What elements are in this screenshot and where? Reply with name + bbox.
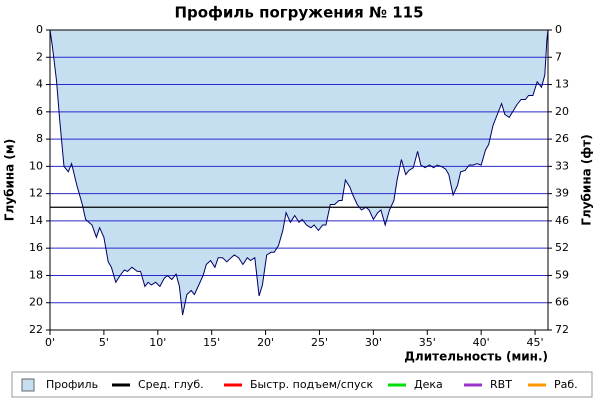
x-tick-label: 15' bbox=[203, 336, 220, 349]
y-tick-label: 6 bbox=[36, 105, 43, 118]
y-tick-label: 14 bbox=[29, 214, 43, 227]
y2-tick-label: 0 bbox=[555, 23, 562, 36]
x-tick-label: 40' bbox=[473, 336, 490, 349]
y-tick-label: 16 bbox=[29, 241, 43, 254]
chart-title: Профиль погружения № 115 bbox=[174, 4, 423, 22]
y2-tick-label: 20 bbox=[555, 105, 569, 118]
y-tick-label: 12 bbox=[29, 187, 43, 200]
y2-tick-label: 52 bbox=[555, 241, 569, 254]
y2-tick-label: 59 bbox=[555, 268, 569, 281]
legend-box bbox=[11, 371, 593, 398]
x-tick-label: 5' bbox=[99, 336, 109, 349]
y-tick-label: 20 bbox=[29, 296, 43, 309]
x-tick-label: 45' bbox=[527, 336, 544, 349]
x-axis-label: Длительность (мин.) bbox=[404, 350, 548, 364]
legend-label: Профиль bbox=[46, 378, 98, 391]
y-tick-label: 10 bbox=[29, 159, 43, 172]
y2-tick-label: 7 bbox=[555, 50, 562, 63]
profile-area bbox=[50, 30, 548, 315]
x-tick-label: 35' bbox=[419, 336, 436, 349]
y2-tick-label: 66 bbox=[555, 296, 569, 309]
y2-tick-label: 13 bbox=[555, 78, 569, 91]
y-tick-label: 0 bbox=[36, 23, 43, 36]
legend-label: RBT bbox=[490, 378, 512, 391]
y-axis-label: Глубина (м) bbox=[3, 139, 17, 221]
legend-swatch bbox=[21, 378, 35, 392]
profile-line bbox=[49, 29, 549, 316]
legend-label: Дека bbox=[414, 378, 443, 391]
x-tick-label: 10' bbox=[149, 336, 166, 349]
y2-axis-label: Глубина (фт) bbox=[580, 134, 594, 225]
y-tick-label: 4 bbox=[36, 78, 43, 91]
legend-label: Сред. глуб. bbox=[138, 378, 204, 391]
y-tick-label: 8 bbox=[36, 132, 43, 145]
plot-frame bbox=[49, 29, 549, 331]
y-tick-label: 2 bbox=[36, 50, 43, 63]
legend-label: Раб. bbox=[554, 378, 578, 391]
y2-tick-label: 39 bbox=[555, 187, 569, 200]
x-tick-label: 0' bbox=[45, 336, 55, 349]
y2-tick-label: 33 bbox=[555, 159, 569, 172]
legend-label: Быстр. подъем/спуск bbox=[250, 378, 374, 391]
y2-tick-label: 72 bbox=[555, 323, 569, 336]
y-tick-label: 18 bbox=[29, 268, 43, 281]
y-tick-label: 22 bbox=[29, 323, 43, 336]
x-tick-label: 20' bbox=[257, 336, 274, 349]
x-tick-label: 25' bbox=[311, 336, 328, 349]
x-tick-label: 30' bbox=[365, 336, 382, 349]
y2-tick-label: 46 bbox=[555, 214, 569, 227]
y2-tick-label: 26 bbox=[555, 132, 569, 145]
